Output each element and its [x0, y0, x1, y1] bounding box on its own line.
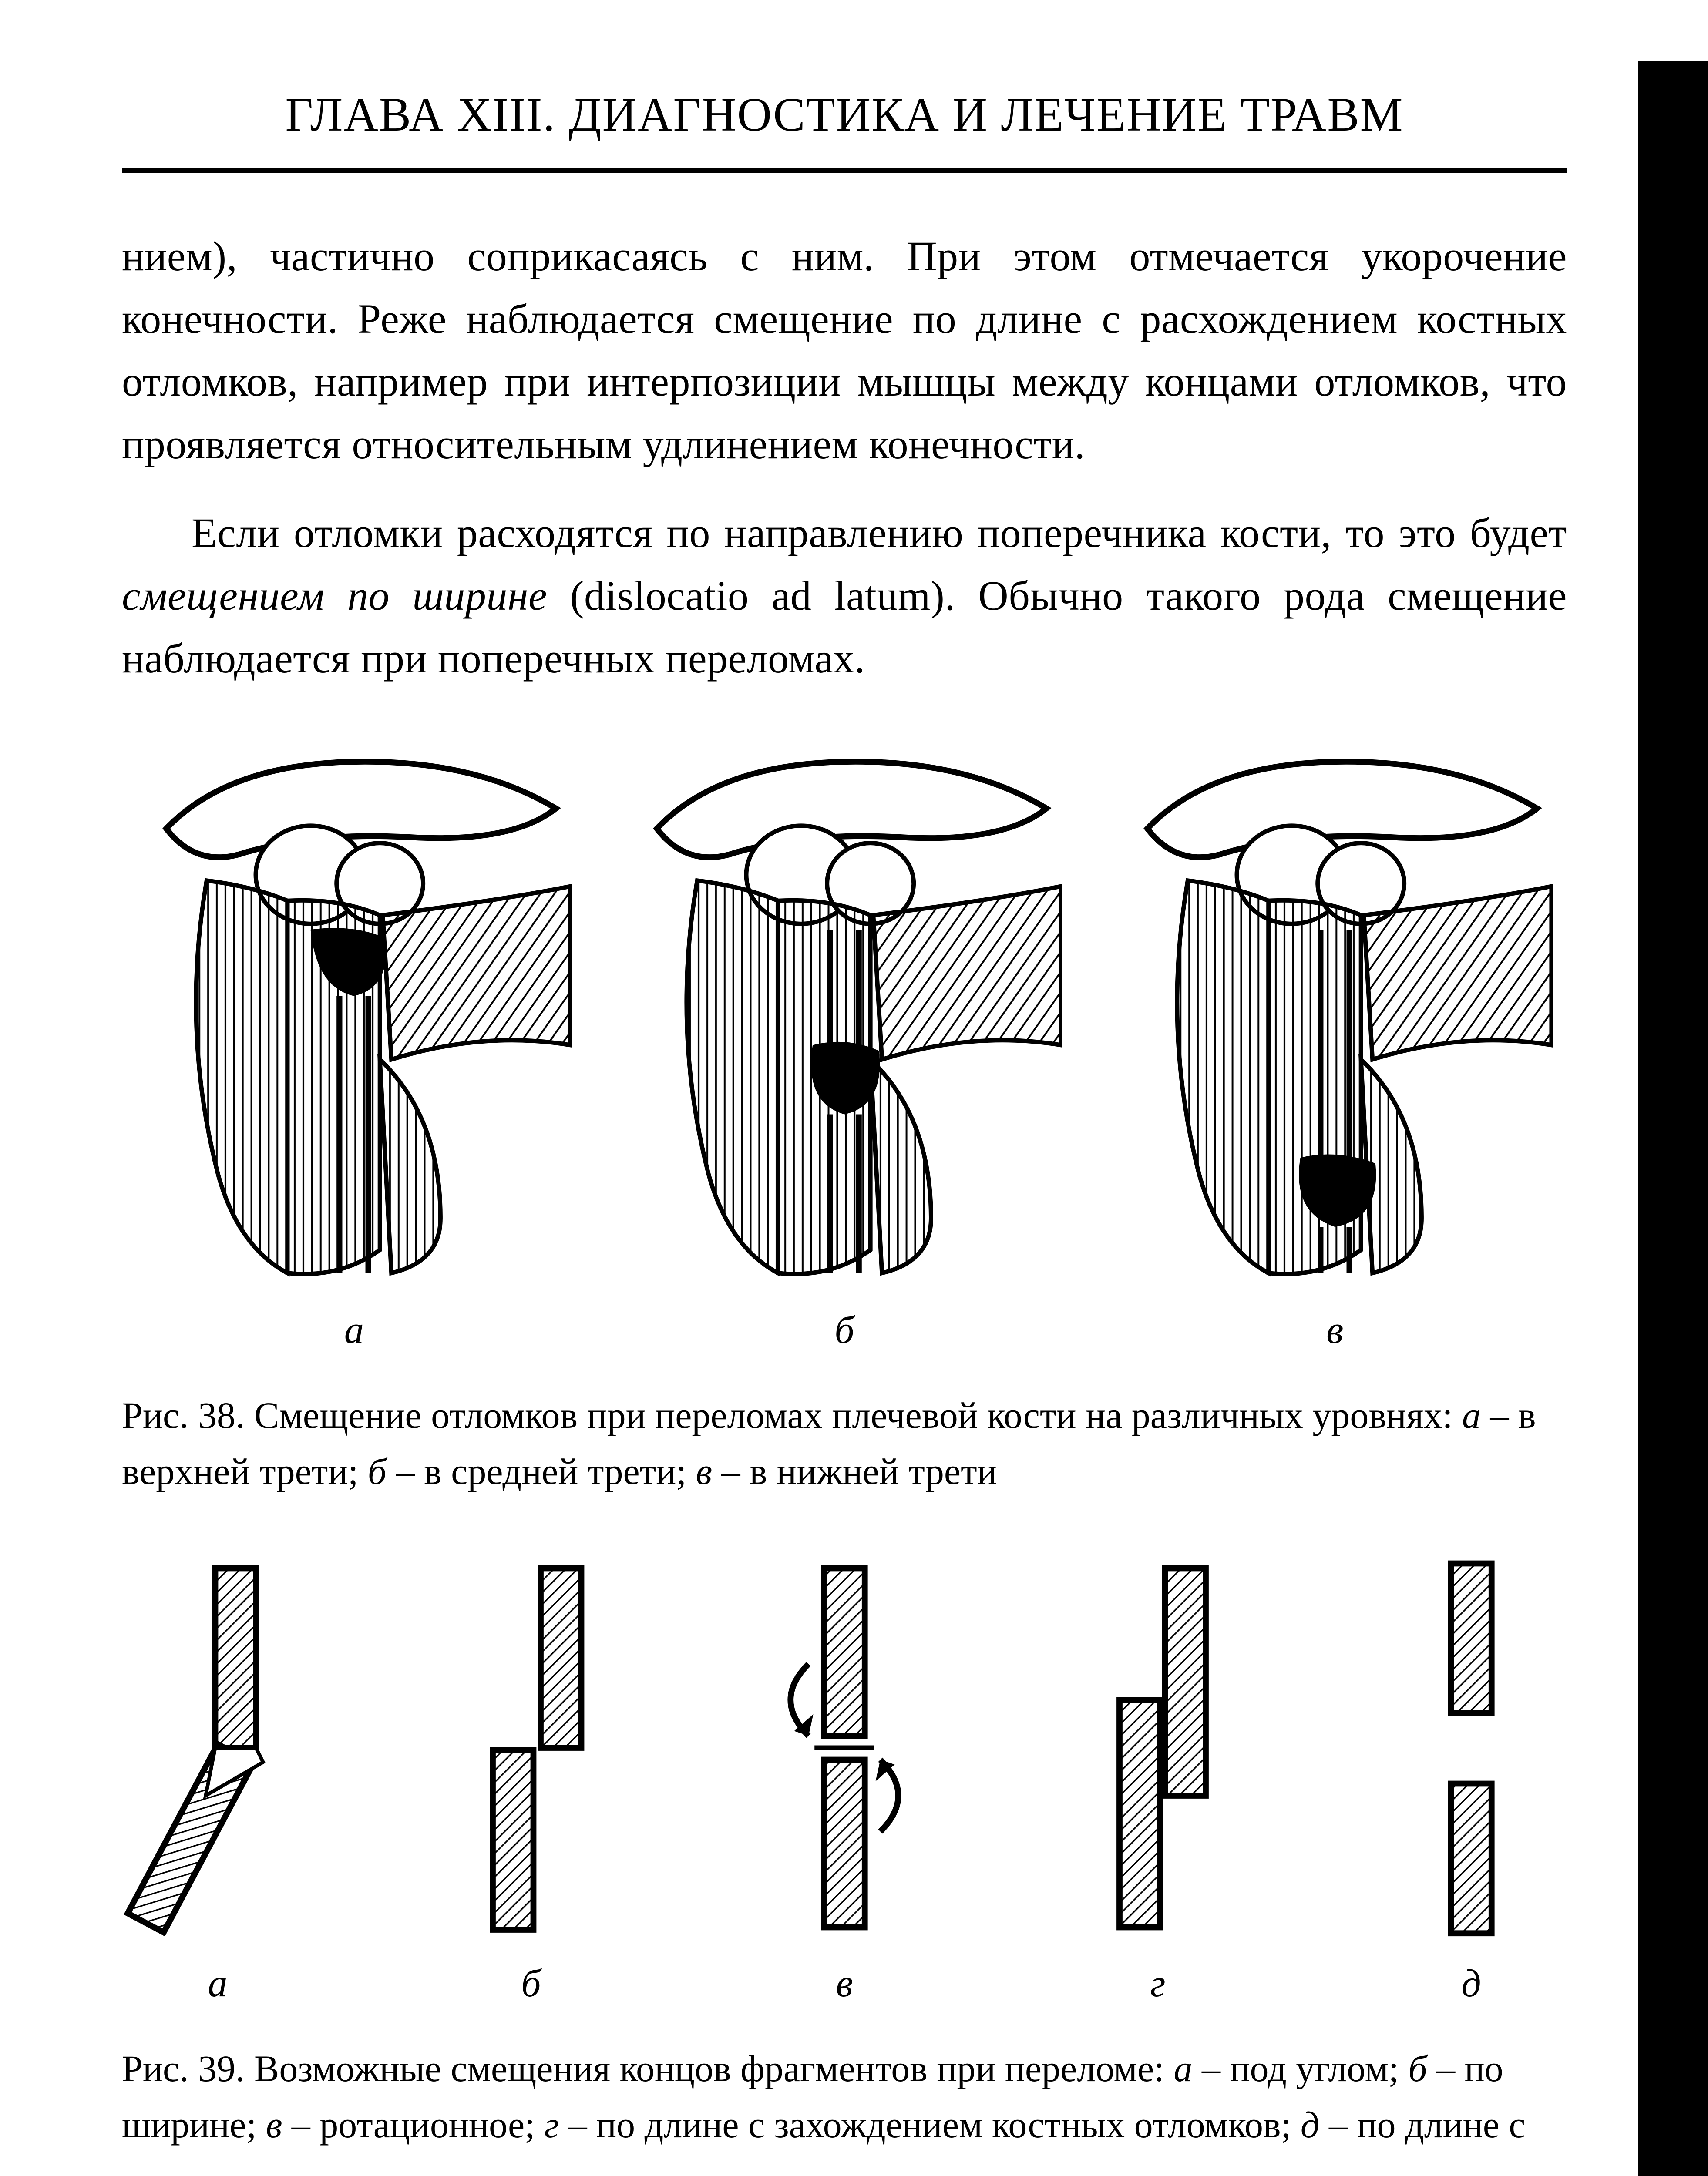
shoulder-sketch-a — [136, 742, 572, 1290]
shoulder-sketch-c — [1117, 742, 1553, 1290]
cap39-i3: в — [266, 2104, 282, 2146]
bone-overlap-icon — [1062, 1552, 1254, 1944]
cap38-i3: в — [696, 1451, 712, 1492]
cap38-b3: – в нижней трети — [712, 1451, 997, 1492]
cap39-i4: г — [545, 2104, 559, 2146]
p2-run-italic: смещением по ширине — [122, 572, 547, 619]
fig39-label-c: в — [836, 1961, 853, 2006]
cap39-a: Рис. 39. Возможные смещения концов фрагм… — [122, 2048, 1174, 2089]
bone-gap-icon — [1375, 1552, 1567, 1944]
fig38-b: б — [612, 742, 1077, 1353]
fig38-c: в — [1103, 742, 1567, 1353]
scan-page: ГЛАВА XIII. ДИАГНОСТИКА И ЛЕЧЕНИЕ ТРАВМ … — [0, 0, 1708, 2176]
title-rule — [122, 168, 1567, 173]
fig39-d: д — [1375, 1552, 1567, 2006]
fig39-label-g: г — [1150, 1961, 1165, 2006]
cap39-b1: – под углом; — [1193, 2048, 1409, 2089]
paragraph-1: нием), частично соприкасаясь с ним. При … — [122, 225, 1567, 476]
cap39-i2: б — [1408, 2048, 1427, 2089]
fig39-label-d: д — [1461, 1961, 1481, 2006]
page-content: ГЛАВА XIII. ДИАГНОСТИКА И ЛЕЧЕНИЕ ТРАВМ … — [122, 87, 1567, 2176]
scan-shadow — [1638, 61, 1708, 2176]
cap38-b2: – в средней трети; — [387, 1451, 696, 1492]
fig38-label-c: в — [1326, 1308, 1343, 1353]
fig39-c: в — [749, 1552, 940, 2006]
cap39-b4: – по длине с захождением костных отломко… — [559, 2104, 1301, 2146]
cap38-i2: б — [368, 1451, 387, 1492]
fig39-label-a: а — [208, 1961, 228, 2006]
figure-39-row: а б — [122, 1552, 1567, 2006]
fig39-label-b: б — [521, 1961, 541, 2006]
p2-run-a: Если отломки расходятся по направлению п… — [192, 510, 1567, 556]
shoulder-sketch-b — [627, 742, 1062, 1290]
fig39-b: б — [435, 1552, 627, 2006]
cap39-i1: а — [1174, 2048, 1193, 2089]
chapter-title: ГЛАВА XIII. ДИАГНОСТИКА И ЛЕЧЕНИЕ ТРАВМ — [122, 87, 1567, 142]
bone-lateral-icon — [435, 1552, 627, 1944]
fig38-a: а — [122, 742, 586, 1353]
bone-angular-icon — [122, 1552, 313, 1944]
fig38-label-b: б — [834, 1308, 854, 1353]
fig39-a: а — [122, 1552, 313, 2006]
figure-38-row: а б — [122, 742, 1567, 1353]
bone-rotational-icon — [749, 1552, 940, 1944]
figure-38-caption: Рис. 38. Смещение отломков при переломах… — [122, 1387, 1567, 1500]
figure-39-caption: Рис. 39. Возможные смещения концов фрагм… — [122, 2041, 1567, 2176]
fig38-label-a: а — [344, 1308, 364, 1353]
fig39-g: г — [1062, 1552, 1254, 2006]
cap39-b3: – ротационное; — [282, 2104, 544, 2146]
cap39-i5: д — [1301, 2104, 1320, 2146]
cap38-i1: а — [1462, 1394, 1481, 1436]
cap38-a: Рис. 38. Смещение отломков при переломах… — [122, 1394, 1462, 1436]
paragraph-2: Если отломки расходятся по направлению п… — [122, 502, 1567, 690]
